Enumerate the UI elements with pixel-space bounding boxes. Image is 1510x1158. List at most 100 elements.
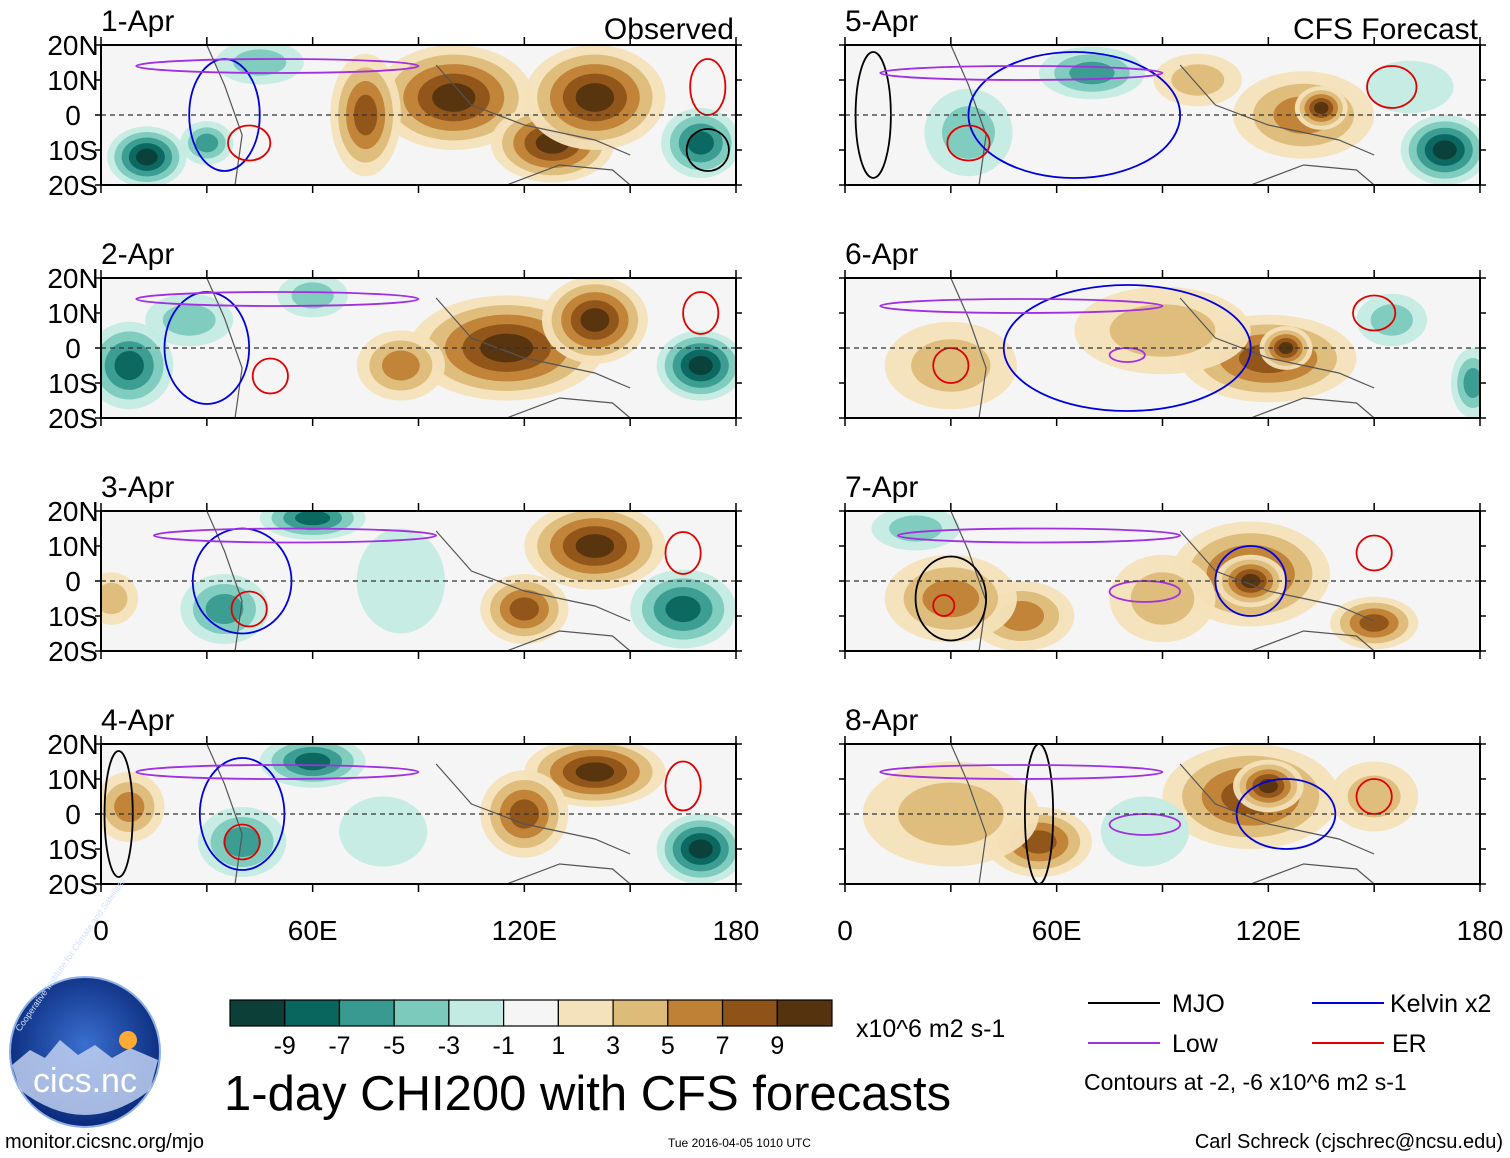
coastline-africa: [206, 511, 243, 651]
anomaly-blob-5-level-9: [575, 83, 615, 112]
coastline-australia: [1250, 164, 1375, 185]
lat-tick-label: 0: [65, 799, 81, 830]
legend-mjo-label: MJO: [1172, 990, 1225, 1018]
legend-kelvin-label: Kelvin x2: [1390, 990, 1491, 1018]
footer-author: Carl Schreck (cjschrec@ncsu.edu): [1195, 1131, 1503, 1153]
coastline-australia: [1250, 863, 1375, 884]
anomaly-blob-3-level-1: [1100, 796, 1189, 867]
anomaly-blob-2-level-3: [291, 282, 334, 309]
anomaly-blob-6-level-7: [687, 131, 714, 155]
panel-field: [101, 278, 736, 418]
coastline-australia: [506, 630, 631, 651]
lon-tick-label: 60E: [1032, 915, 1082, 946]
colorbar-tick-label: 3: [606, 1032, 620, 1060]
anomaly-blob-5-level-3: [911, 339, 991, 392]
colorbar-swatch-2: [338, 999, 395, 1027]
footer-timestamp: Tue 2016-04-05 1010 UTC: [668, 1136, 811, 1150]
contour-purple-4: [879, 65, 1164, 81]
lon-tick-label: 0: [93, 915, 109, 946]
logo-mountains: [12, 1040, 158, 1115]
anomaly-blob-4-level-5: [1463, 368, 1480, 398]
anomaly-blob-5-level-1: [1365, 60, 1454, 114]
panel-header-label: Observed: [604, 13, 734, 46]
panel-field: [107, 45, 736, 185]
anomaly-blob-4-level-7: [665, 595, 701, 623]
legend-note: Contours at -2, -6 x10^6 m2 s-1: [1084, 1069, 1407, 1095]
lon-tick-label: 180: [1457, 915, 1504, 946]
contour-purple-5: [897, 527, 1182, 544]
contour-purple-3: [153, 527, 438, 544]
panel-date-label: 3-Apr: [101, 471, 174, 504]
colorbar-tick-label: 9: [770, 1032, 784, 1060]
longitude-axis: 0 60E 120E 180 0 60E 120E 180: [93, 915, 1503, 946]
anomaly-blob-6-level-3: [1171, 64, 1225, 96]
anomaly-blob-4-level-9: [1432, 140, 1457, 160]
lat-tick-label: 0: [65, 566, 81, 597]
legend: MJO Kelvin x2 Low ER Contours at -2, -6 …: [1084, 990, 1491, 1095]
lat-tick-label: 20N: [47, 30, 98, 61]
contour-red-1: [230, 590, 268, 628]
coastline-australia: [1250, 397, 1375, 418]
anomaly-blob-1-level-3: [162, 304, 216, 336]
lat-tick-label: 20S: [48, 170, 98, 201]
colorbar-tick-label: -3: [438, 1032, 460, 1060]
colorbar-swatch-5: [503, 999, 559, 1027]
lon-tick-label: 0: [837, 915, 853, 946]
colorbar-tick-label: 5: [661, 1032, 675, 1060]
contour-red-1: [1355, 534, 1393, 572]
anomaly-blob-6-level-3: [101, 582, 128, 615]
lat-tick-label: 10N: [47, 531, 98, 562]
colorbar-swatch-4: [448, 999, 505, 1027]
panel-field: [101, 511, 736, 651]
lat-tick-label: 10S: [48, 368, 98, 399]
lat-tick-label: 20N: [47, 496, 98, 527]
lat-tick-label: 10N: [47, 65, 98, 96]
legend-low-label: Low: [1172, 1030, 1219, 1058]
lat-tick-label: 20N: [47, 263, 98, 294]
anomaly-blob-2-level-3: [233, 49, 287, 76]
contour-purple-4: [135, 58, 420, 74]
coastline-africa: [206, 278, 243, 418]
contour-red-1: [932, 347, 970, 384]
colorbar-swatch-7: [612, 999, 669, 1027]
panel-7-Apr: 7-Apr: [839, 471, 1486, 659]
contour-black-3: [914, 555, 988, 642]
anomaly-blob-3-level-7: [509, 597, 540, 621]
coastline-australia: [1250, 630, 1375, 651]
contour-purple-4: [879, 298, 1164, 314]
cicsnc-logo: cics.nc Cooperative Institute for Climat…: [9, 875, 161, 1128]
panel-date-label: 7-Apr: [845, 471, 918, 504]
anomaly-blob-1-level-5: [1069, 61, 1115, 85]
colorbar-tick-label: -1: [493, 1032, 515, 1060]
lon-tick-label: 120E: [1236, 915, 1301, 946]
panel-date-label: 4-Apr: [101, 704, 174, 737]
contour-red-1: [1355, 778, 1393, 815]
coastline-africa: [950, 278, 987, 418]
lat-tick-label: 20S: [48, 636, 98, 667]
contour-purple-4: [879, 764, 1164, 780]
anomaly-blob-3-level-3: [1370, 304, 1413, 336]
lon-tick-label: 120E: [492, 915, 557, 946]
coastline-maritime: [1179, 763, 1375, 855]
panel-date-label: 2-Apr: [101, 238, 174, 271]
anomaly-blob-0-level-9: [136, 148, 158, 166]
panel-6-Apr: 6-Apr: [839, 238, 1486, 426]
colorbar-tick-label: -5: [383, 1032, 405, 1060]
lat-tick-label: 10S: [48, 601, 98, 632]
contour-red-1: [251, 357, 289, 395]
lat-tick-label: 0: [65, 100, 81, 131]
contour-red-1: [946, 124, 991, 162]
panel-8-Apr: 8-Apr: [839, 704, 1486, 892]
lat-tick-label: 20N: [47, 729, 98, 760]
anomaly-blob-2-level-3: [1109, 304, 1216, 357]
coastline-maritime: [1179, 64, 1375, 156]
colorbar-tick-label: -9: [274, 1032, 296, 1060]
colorbar-swatch-6: [557, 999, 614, 1027]
lat-tick-label: 20S: [48, 869, 98, 900]
anomaly-blob-2-level-7: [295, 752, 331, 771]
panel-5-Apr: 5-Apr CFS Forecast: [839, 5, 1486, 193]
anomaly-blob-3-level-9: [432, 83, 476, 112]
coastline-africa: [950, 744, 987, 884]
lon-tick-label: 180: [713, 915, 760, 946]
